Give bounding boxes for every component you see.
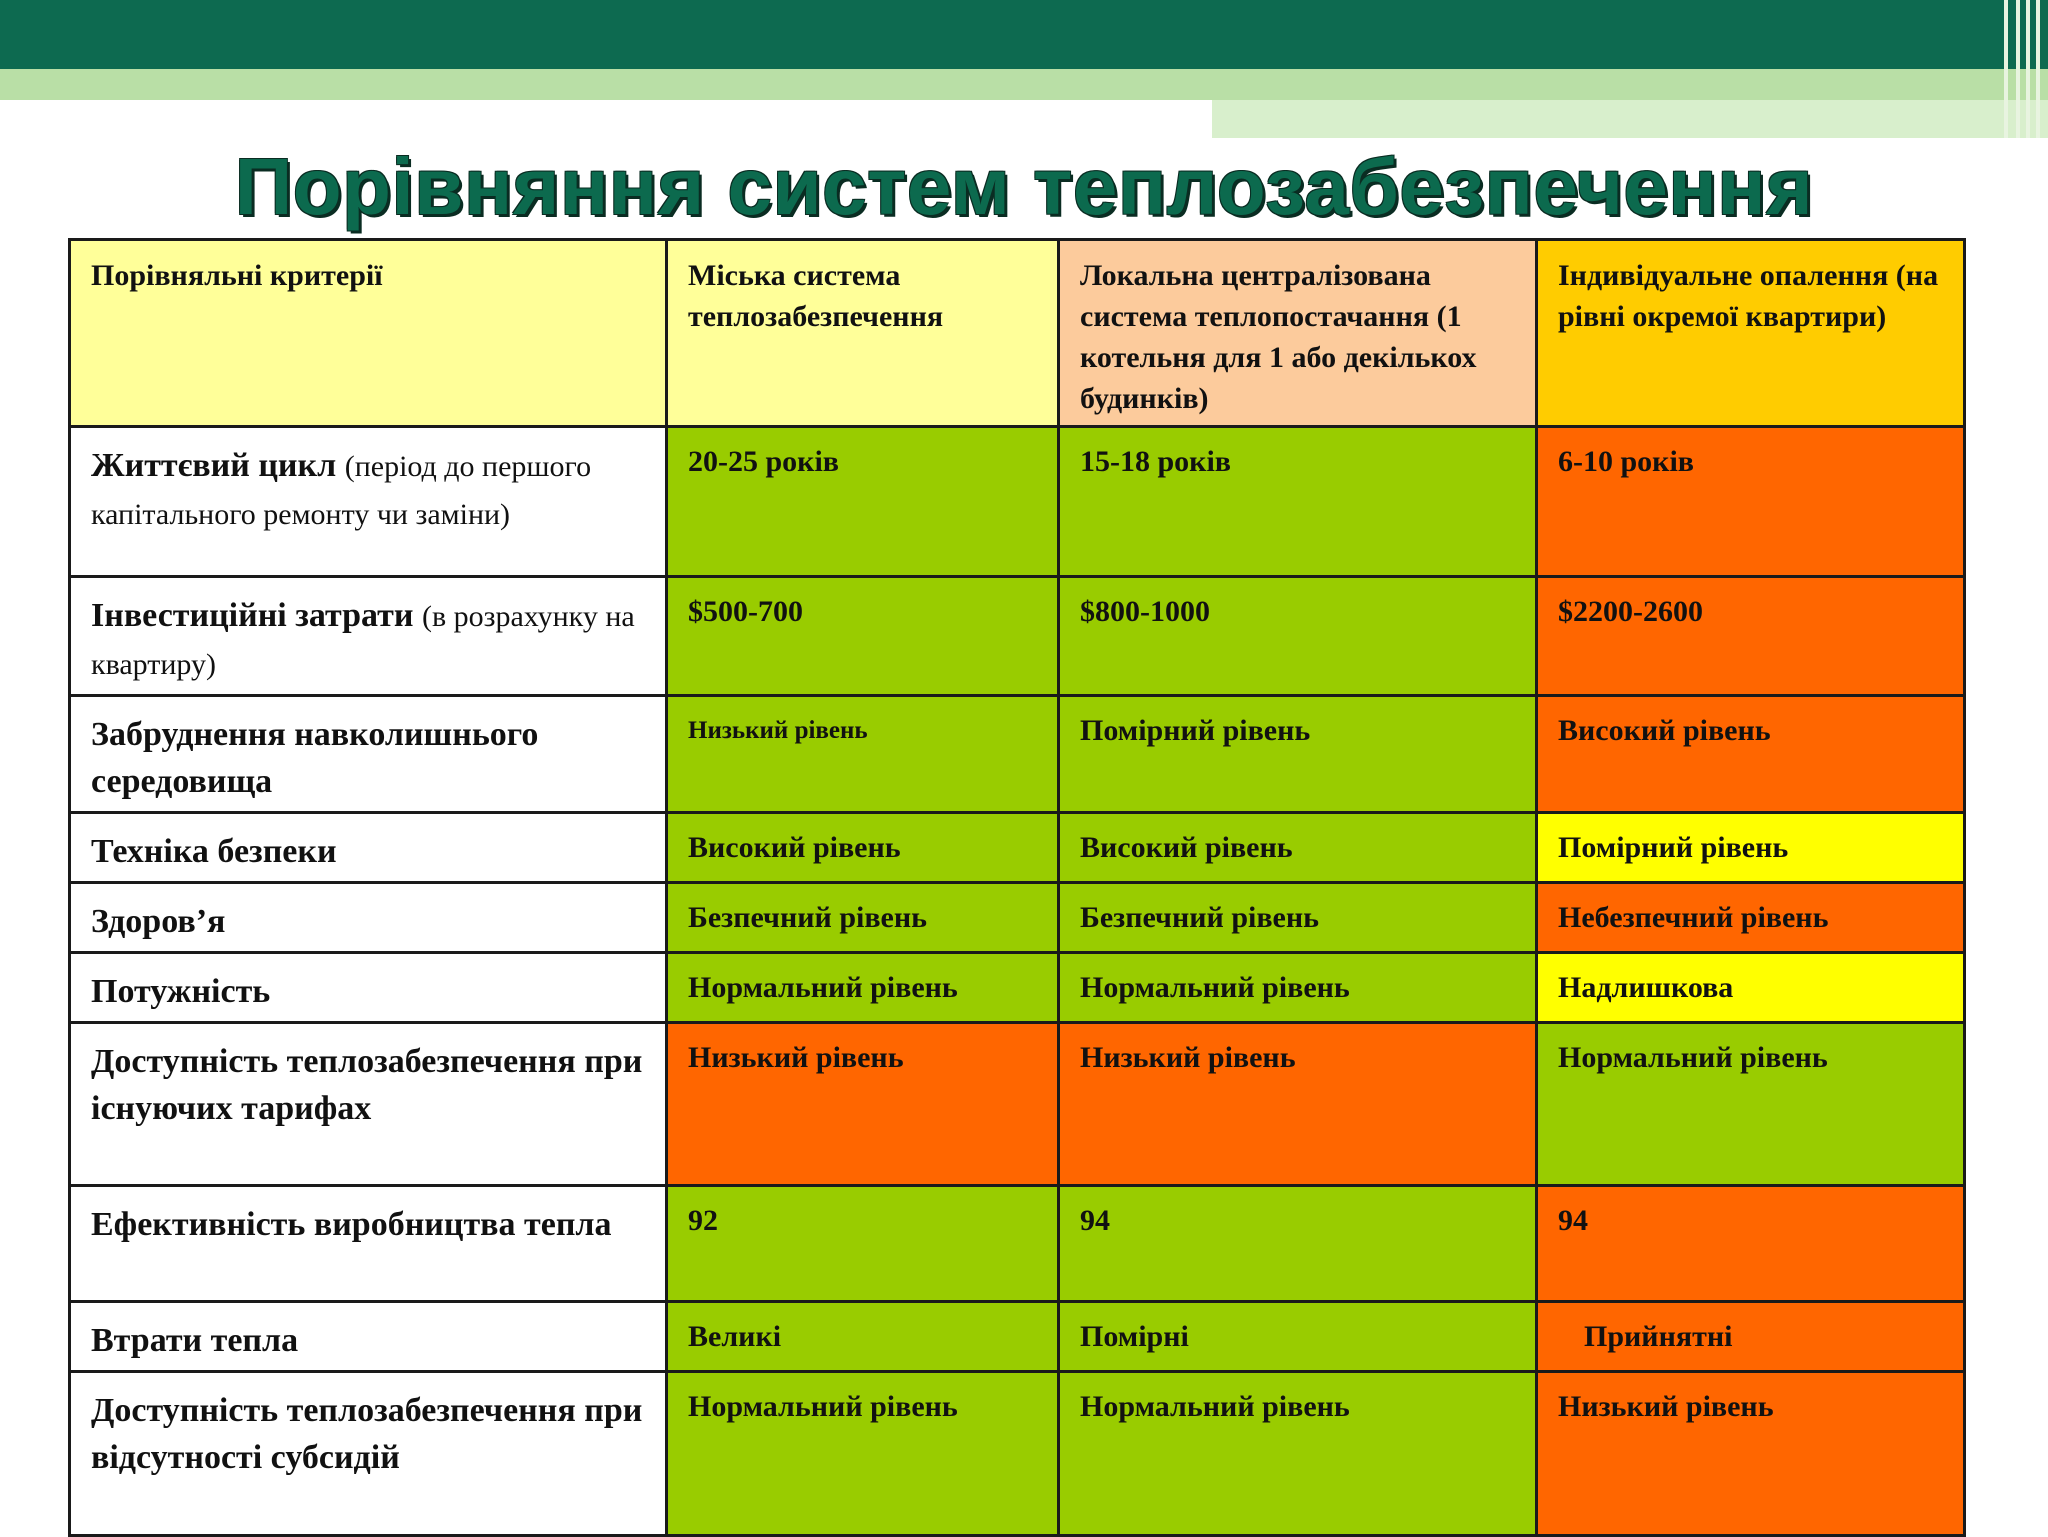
value-cell: Низький рівень: [1057, 1021, 1538, 1187]
criterion-label: Техніка безпеки: [91, 833, 337, 870]
criterion-label: Ефективність виробництва тепла: [91, 1206, 612, 1243]
value-cell: $500-700: [665, 575, 1060, 697]
header-city-system: Міська система теплозабезпечення: [665, 238, 1060, 428]
table-row: Втрати тепла Великі Помірні Прийнятні: [68, 1300, 1966, 1373]
value-cell: Помірний рівень: [1057, 694, 1538, 814]
criterion-cell: Ефективність виробництва тепла: [68, 1184, 668, 1303]
criterion-cell: Втрати тепла: [68, 1300, 668, 1373]
decorative-stripes: [1992, 0, 2048, 138]
value-cell: Нормальний рівень: [1535, 1021, 1966, 1187]
criterion-note: (в розрахунку на квартиру): [91, 600, 635, 681]
value-cell: 94: [1057, 1184, 1538, 1303]
value-cell: Нормальний рівень: [1057, 1370, 1538, 1537]
table-header-row: Порівняльні критерії Міська система тепл…: [68, 238, 1966, 428]
value-cell: Високий рівень: [1535, 694, 1966, 814]
value-cell: Помірний рівень: [1535, 811, 1966, 884]
criterion-cell: Забруднення навколишнього середовища: [68, 694, 668, 814]
criterion-cell: Інвестиційні затрати (в розрахунку на кв…: [68, 575, 668, 697]
criterion-cell: Доступність теплозабезпечення при існуюч…: [68, 1021, 668, 1187]
value-cell: Нормальний рівень: [1057, 951, 1538, 1024]
value-cell: 15-18 років: [1057, 425, 1538, 578]
value-cell: Високий рівень: [1057, 811, 1538, 884]
table-row: Ефективність виробництва тепла 92 94 94: [68, 1184, 1966, 1303]
value-cell: $800-1000: [1057, 575, 1538, 697]
value-cell: Прийнятні: [1535, 1300, 1966, 1373]
value-cell: 94: [1535, 1184, 1966, 1303]
criterion-cell: Техніка безпеки: [68, 811, 668, 884]
criterion-label: Доступність теплозабезпечення при відсут…: [91, 1392, 643, 1476]
header-band-light: [0, 69, 2048, 100]
header-individual-heating: Індивідуальне опалення (на рівні окремої…: [1535, 238, 1966, 428]
value-cell: Низький рівень: [665, 1021, 1060, 1187]
value-cell: Надлишкова: [1535, 951, 1966, 1024]
criterion-cell: Здоров’я: [68, 881, 668, 954]
table-row: Потужність Нормальний рівень Нормальний рі…: [68, 951, 1966, 1024]
criterion-label: Життєвий цикл: [91, 447, 337, 484]
value-cell: Помірні: [1057, 1300, 1538, 1373]
value-cell: Нормальний рівень: [665, 951, 1060, 1024]
table-row: Доступність теплозабезпечення при відсут…: [68, 1370, 1966, 1537]
header-local-system: Локальна централізована система теплопос…: [1057, 238, 1538, 428]
value-cell: Низький рівень: [1535, 1370, 1966, 1537]
value-cell: $2200-2600: [1535, 575, 1966, 697]
criterion-note: (період до першого капітального ремонту …: [91, 450, 592, 531]
criterion-label: Потужність: [91, 973, 271, 1010]
table-row: Здоров’я Безпечний рівень Безпечний рівень…: [68, 881, 1966, 954]
header-band-pale: [1212, 100, 2048, 138]
table-row: Доступність теплозабезпечення при існуюч…: [68, 1021, 1966, 1187]
criterion-cell: Життєвий цикл (період до першого капітал…: [68, 425, 668, 578]
criterion-label: Забруднення навколишнього середовища: [91, 716, 539, 800]
criterion-cell: Доступність теплозабезпечення при відсут…: [68, 1370, 668, 1537]
criterion-label: Здоров’я: [91, 903, 226, 940]
criterion-cell: Потужність: [68, 951, 668, 1024]
value-cell: 92: [665, 1184, 1060, 1303]
table-row: Інвестиційні затрати (в розрахунку на кв…: [68, 575, 1966, 697]
table-row: Життєвий цикл (період до першого капітал…: [68, 425, 1966, 578]
value-cell: Великі: [665, 1300, 1060, 1373]
criterion-label: Доступність теплозабезпечення при існуюч…: [91, 1043, 643, 1127]
value-cell: Високий рівень: [665, 811, 1060, 884]
value-cell: Безпечний рівень: [665, 881, 1060, 954]
value-cell: Небезпечний рівень: [1535, 881, 1966, 954]
header-criteria: Порівняльні критерії: [68, 238, 668, 428]
comparison-table: Порівняльні критерії Міська система тепл…: [68, 238, 1966, 1537]
value-cell: Нормальний рівень: [665, 1370, 1060, 1537]
value-cell: 6-10 років: [1535, 425, 1966, 578]
value-cell: Безпечний рівень: [1057, 881, 1538, 954]
criterion-label: Інвестиційні затрати: [91, 597, 414, 634]
header-band: [0, 0, 2048, 69]
value-cell: Низький рівень: [665, 694, 1060, 814]
criterion-label: Втрати тепла: [91, 1322, 299, 1359]
slide-title: Порівняння систем теплозабезпечення: [234, 142, 1814, 231]
value-cell: 20-25 років: [665, 425, 1060, 578]
table-row: Забруднення навколишнього середовища Низь…: [68, 694, 1966, 814]
table-row: Техніка безпеки Високий рівень Високий рів…: [68, 811, 1966, 884]
